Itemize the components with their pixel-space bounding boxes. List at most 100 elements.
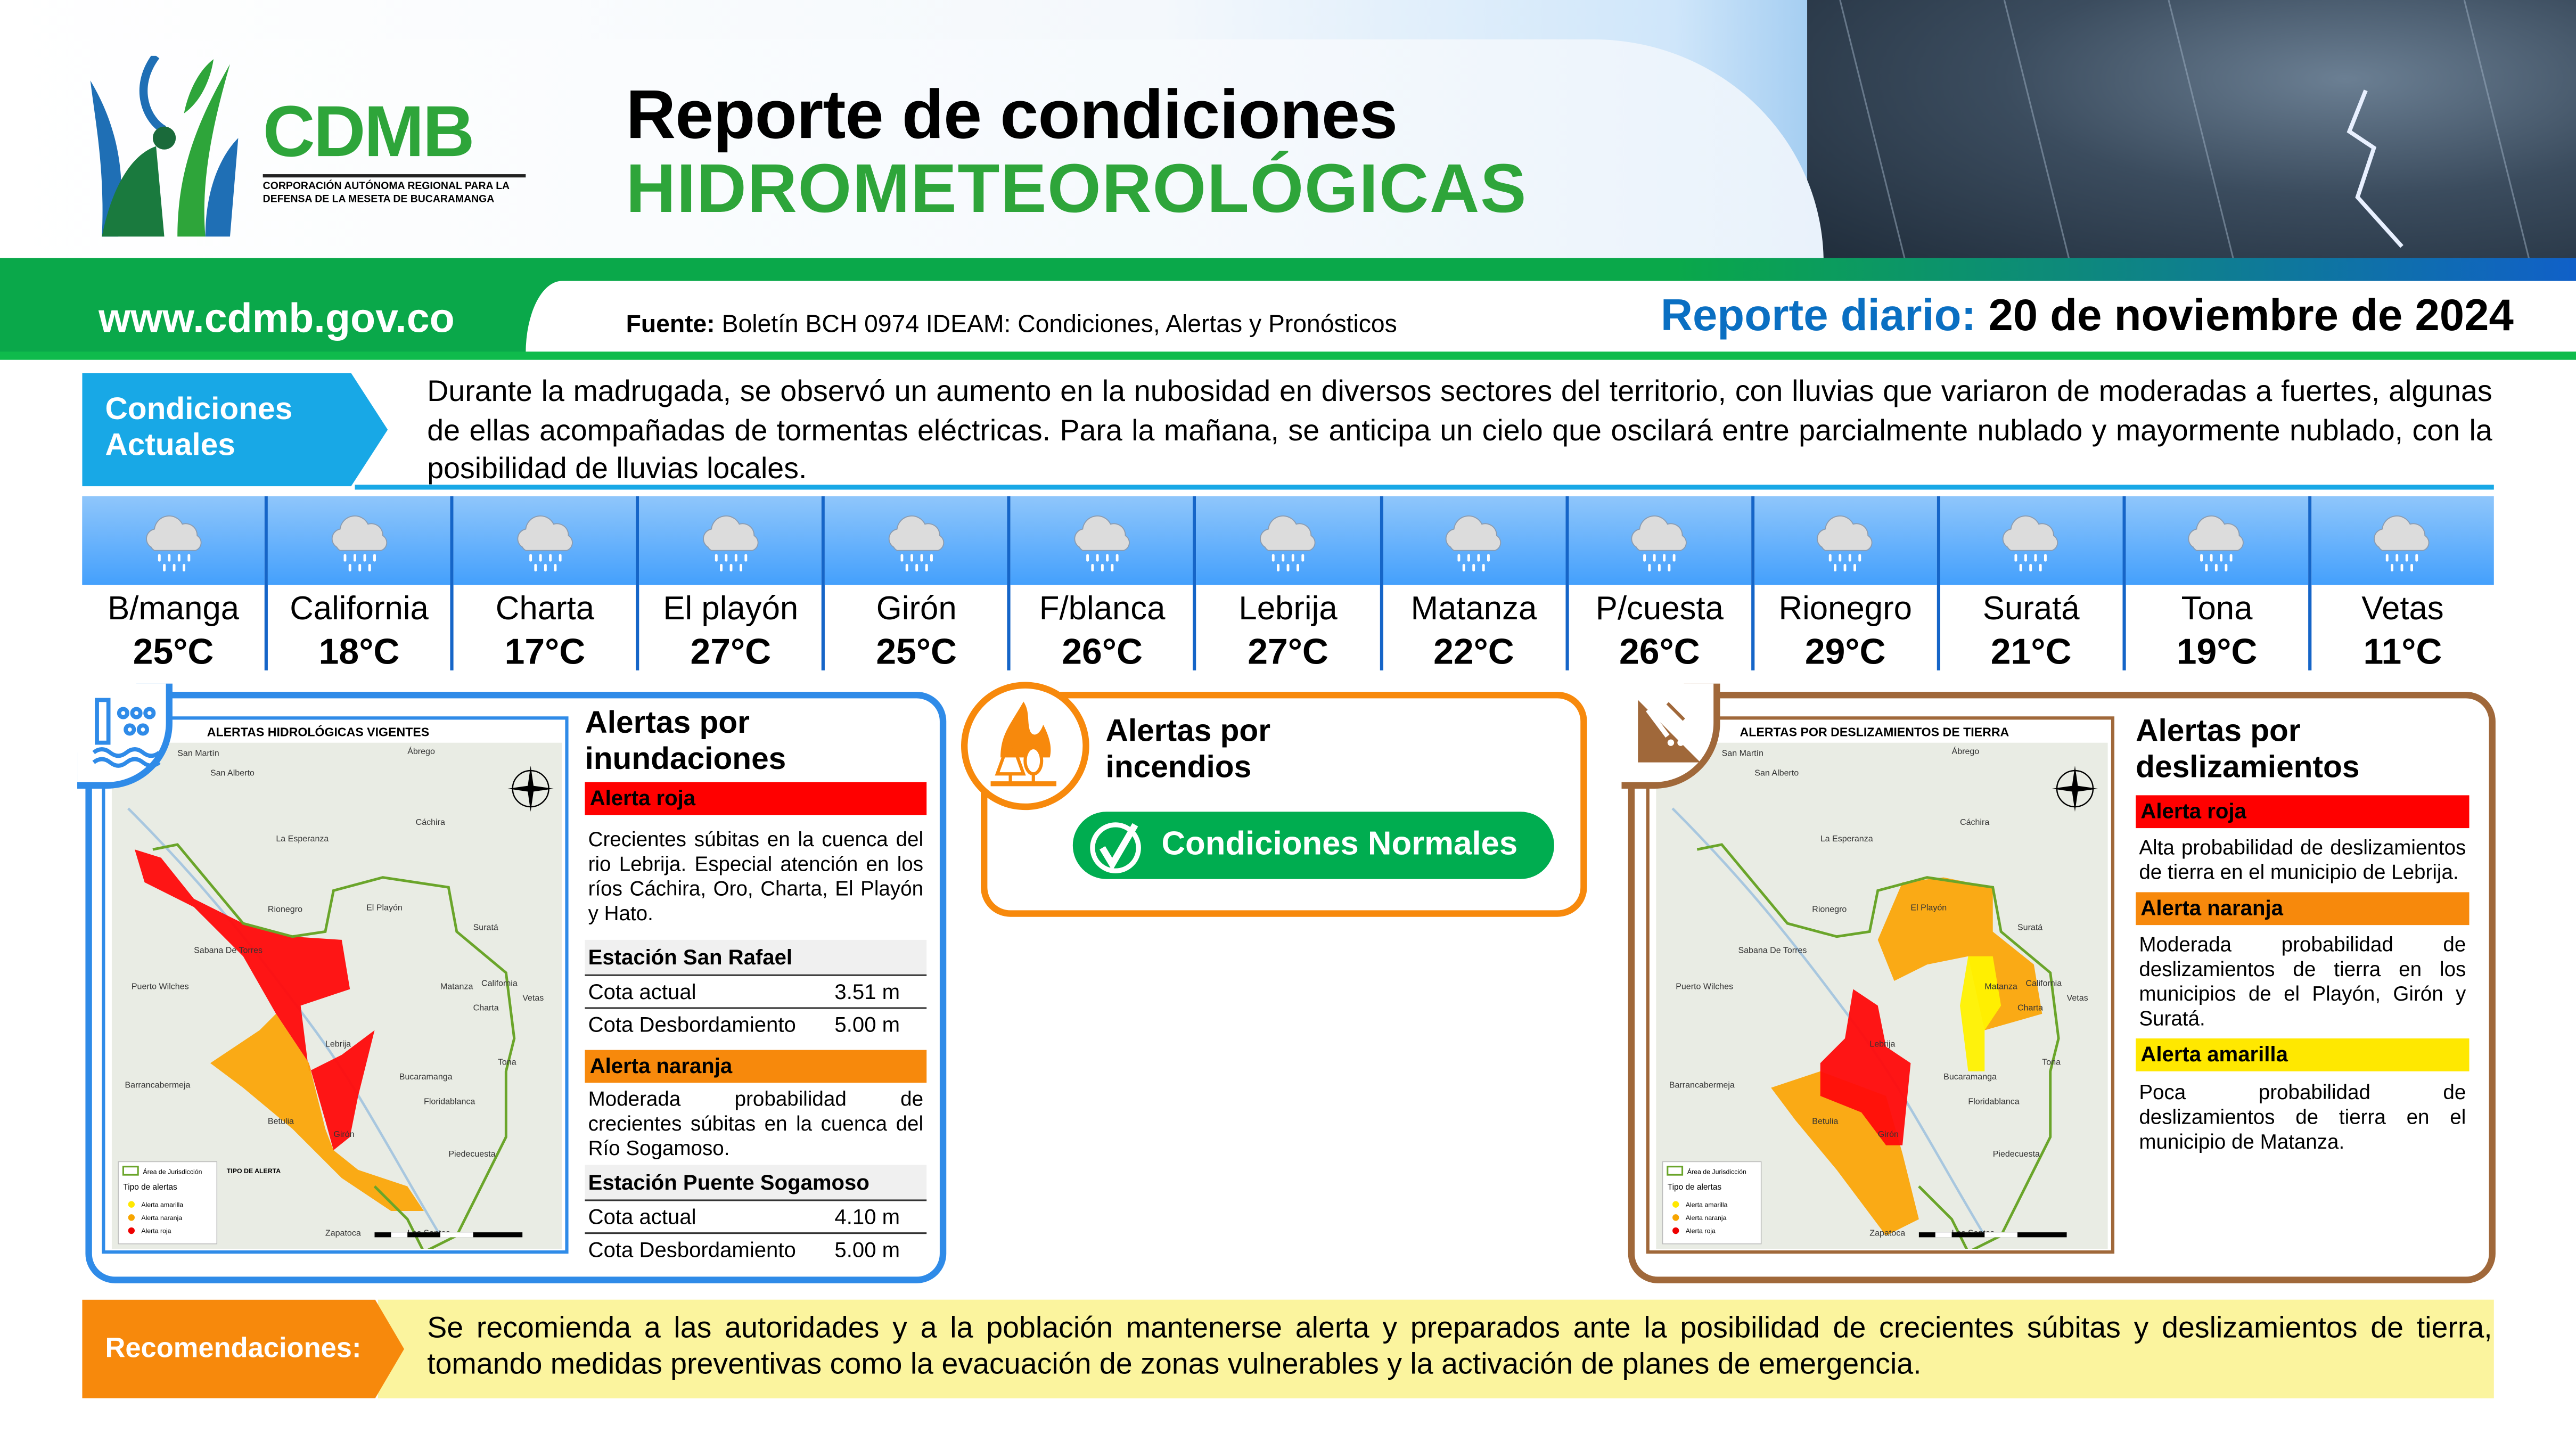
map-place-label: Suratá	[2017, 922, 2042, 932]
landslide-map-graphic: San Martín San Alberto Ábrego Cáchira La Esp…	[1656, 742, 2108, 1249]
flood-map: ALERTAS HIDROLÓGICAS VIGENTES San Martín…	[102, 716, 569, 1254]
divider	[0, 351, 2576, 360]
flood-icon-badge	[77, 683, 173, 789]
fire-status-text: Condiciones Normales	[1161, 826, 1518, 863]
flood-map-graphic: San Martín San Alberto Ábrego Cáchira La Esp…	[111, 742, 562, 1249]
map-place-label: San Martín	[1722, 748, 1763, 758]
source-label: Fuente:	[626, 310, 715, 339]
map-place-label: Barrancabermeja	[1669, 1080, 1735, 1090]
flood-orange-alert-label: Alerta naranja	[585, 1050, 927, 1083]
landslide-orange-alert-label: Alerta naranja	[2136, 892, 2470, 926]
map-place-label: Charta	[473, 1003, 499, 1013]
landslide-title: Alertas por deslizamientos	[2136, 715, 2360, 785]
weather-item: F/blanca 26°C	[1007, 496, 1194, 672]
weather-location: Rionegro	[1778, 591, 1912, 628]
legend-label: Alerta naranja	[141, 1214, 182, 1222]
weather-temperature: 21°C	[1990, 631, 2072, 672]
cloud-rain-icon	[702, 515, 758, 572]
orange-alert-zone	[210, 1013, 424, 1211]
map-place-label: Betulia	[268, 1116, 294, 1126]
cloud-rain-icon	[1260, 515, 1316, 572]
map-place-label: Piedecuesta	[448, 1149, 495, 1159]
map-place-label: Sabana De Torres	[1738, 946, 1807, 955]
cloud-rain-icon	[2003, 515, 2059, 572]
weather-temperature: 26°C	[1062, 631, 1143, 672]
landslide-orange-alert-text: Moderada probabilidad de deslizamientos …	[2139, 933, 2466, 1030]
station-name: Estación San Rafael	[585, 939, 927, 976]
table-row: Cota actual 3.51 m	[585, 976, 927, 1009]
map-place-label: Vetas	[2067, 993, 2088, 1003]
weather-sky	[454, 496, 636, 585]
red-alert-zone	[1820, 989, 1911, 1145]
website-link[interactable]: www.cdmb.gov.co	[99, 296, 455, 342]
weather-item: Rionegro 29°C	[1751, 496, 1937, 672]
map-place-label: Charta	[2017, 1003, 2043, 1013]
row-label: Cota Desbordamiento	[588, 1012, 796, 1037]
weather-sky	[2126, 496, 2308, 585]
map-place-label: California	[481, 978, 518, 988]
cloud-rain-icon	[2374, 515, 2430, 572]
flood-red-alert-label: Alerta roja	[585, 782, 927, 815]
row-value: 4.10 m	[834, 1204, 900, 1229]
map-place-label: El Playón	[1910, 903, 1947, 912]
station-san-rafael: Estación San Rafael Cota actual 3.51 m Co…	[585, 939, 927, 1040]
cloud-rain-icon	[1631, 515, 1687, 572]
landslide-red-alert-label: Alerta roja	[2136, 795, 2470, 829]
weather-sky	[1011, 496, 1194, 585]
weather-temperature: 17°C	[504, 631, 586, 672]
map-place-label: Bucaramanga	[399, 1072, 453, 1082]
weather-item: Suratá 21°C	[1937, 496, 2123, 672]
source-text: Fuente: Boletín BCH 0974 IDEAM: Condicio…	[626, 310, 1397, 338]
weather-item: Matanza 22°C	[1379, 496, 1565, 672]
weather-item: Girón 25°C	[822, 496, 1008, 672]
logo-figure-icon	[90, 53, 239, 237]
map-place-label: La Esperanza	[276, 834, 329, 844]
weather-sky	[82, 496, 265, 585]
map-place-label: Girón	[1878, 1129, 1899, 1139]
report-date-value: 20 de noviembre de 2024	[1976, 291, 2514, 340]
weather-location: Suratá	[1982, 591, 2080, 628]
map-place-label: San Alberto	[210, 768, 255, 777]
weather-location: Lebrija	[1238, 591, 1338, 628]
weather-temperature: 25°C	[876, 631, 957, 672]
cloud-rain-icon	[145, 515, 201, 572]
legend-label: Alerta amarilla	[1686, 1201, 1728, 1208]
map-place-label: Zapatoca	[1869, 1228, 1905, 1238]
weather-strip: B/manga 25°C California 18°C Charta 17°C El pl…	[82, 496, 2494, 672]
row-value: 3.51 m	[834, 979, 900, 1004]
row-label: Cota Desbordamiento	[588, 1237, 796, 1262]
map-place-label: El Playón	[366, 903, 403, 912]
map-place-label: San Alberto	[1754, 768, 1799, 777]
weather-sky	[1568, 496, 1751, 585]
logo-divider	[262, 174, 526, 178]
weather-item: California 18°C	[265, 496, 450, 672]
weather-location: Charta	[495, 591, 595, 628]
legend-label: Alerta amarilla	[141, 1201, 183, 1208]
weather-location: El playón	[663, 591, 799, 628]
yellow-alert-zone	[1960, 956, 2001, 1071]
map-place-label: La Esperanza	[1820, 834, 1873, 844]
fire-title: Alertas por incendios	[1105, 715, 1271, 785]
conditions-label: Condiciones Actuales	[82, 373, 388, 487]
map-legend: Área de Jurisdicción Tipo de alertas Alert…	[118, 1161, 218, 1245]
flood-red-alert-text: Crecientes súbitas en la cuenca del rio …	[588, 828, 924, 926]
weather-location: California	[290, 591, 429, 628]
flood-orange-alert-text: Moderada probabilidad de crecientes súbi…	[588, 1087, 924, 1160]
cloud-rain-icon	[1074, 515, 1130, 572]
cloud-rain-icon	[1446, 515, 1502, 572]
table-row: Cota actual 4.10 m	[585, 1201, 927, 1234]
map-place-label: Betulia	[1812, 1116, 1838, 1126]
weather-temperature: 27°C	[690, 631, 772, 672]
report-date: Reporte diario: 20 de noviembre de 2024	[1661, 291, 2514, 342]
map-place-label: Tona	[2042, 1057, 2061, 1067]
row-label: Cota actual	[588, 1204, 696, 1229]
map-place-label: Tona	[498, 1057, 516, 1067]
cloud-rain-icon	[1817, 515, 1873, 572]
flood-title: Alertas por inundaciones	[585, 706, 786, 777]
weather-location: Girón	[876, 591, 957, 628]
forest-fire-icon	[990, 701, 1056, 787]
weather-sky	[2311, 496, 2494, 585]
legend-label: Tipo de alertas	[123, 1183, 177, 1192]
row-label: Cota actual	[588, 979, 696, 1004]
map-place-label: Cáchira	[416, 817, 445, 827]
